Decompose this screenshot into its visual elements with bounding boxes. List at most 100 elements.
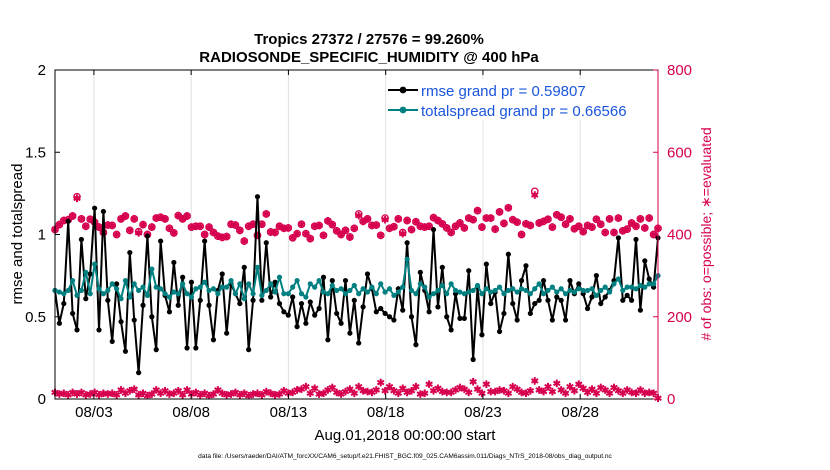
rmse-point <box>312 312 318 318</box>
spread-point <box>373 291 379 297</box>
spread-point <box>558 286 564 292</box>
spread-point <box>356 291 362 297</box>
spread-point <box>576 286 582 292</box>
obs-evaluated-marker <box>68 212 77 220</box>
rmse-point <box>576 281 582 287</box>
obs-evaluated-low-marker-stroke <box>610 384 618 391</box>
obs-evaluated-low-marker <box>407 386 416 395</box>
y-tick-label: 1 <box>38 227 46 244</box>
obs-evaluated-low-marker <box>566 382 574 391</box>
obs-evaluated-low-marker-stroke <box>557 387 565 393</box>
obs-evaluated-marker-stroke <box>456 220 464 226</box>
obs-evaluated-marker-stroke <box>231 222 240 228</box>
obs-evaluated-marker <box>148 223 156 231</box>
data-file-footer: data file: /Users/raeder/DAI/ATM_forcXX/… <box>198 453 612 460</box>
rmse-point <box>197 297 203 303</box>
obs-evaluated-low-marker <box>354 382 363 391</box>
obs-evaluated-low-marker-stroke <box>108 390 117 397</box>
rmse-point <box>206 302 212 308</box>
obs-evaluated-low-marker-stroke <box>266 390 275 397</box>
chart-subtitle: RADIOSONDE_SPECIFIC_HUMIDITY @ 400 hPa <box>199 49 539 66</box>
rmse-point <box>466 268 472 274</box>
rmse-point <box>246 347 252 353</box>
spread-point <box>426 294 432 300</box>
obs-evaluated-marker-stroke <box>284 225 293 231</box>
rmse-point <box>461 315 467 321</box>
obs-evaluated-low-marker-stroke <box>544 383 552 390</box>
rmse-point <box>347 330 353 336</box>
obs-evaluated-marker-stroke <box>381 216 389 223</box>
obs-evaluated-low-marker-stroke <box>394 390 403 397</box>
rmse-point <box>413 342 419 348</box>
spread-point <box>466 289 472 295</box>
spread-point <box>92 261 98 267</box>
rmse-point <box>92 205 98 211</box>
rmse-point <box>254 194 261 200</box>
obs-evaluated-marker-stroke <box>121 213 130 219</box>
obs-evaluated-marker <box>350 224 359 233</box>
rmse-point <box>633 236 639 243</box>
obs-evaluated-marker <box>196 222 205 231</box>
rmse-point <box>567 277 573 284</box>
legend-spread-label: totalspread grand pr = 0.66566 <box>421 103 627 120</box>
obs-evaluated-marker-stroke <box>249 221 257 227</box>
spread-point <box>501 291 507 297</box>
obs-evaluated-marker-stroke <box>447 229 455 236</box>
obs-evaluated-marker-stroke <box>495 209 504 215</box>
obs-evaluated-low-marker <box>469 377 477 386</box>
spread-point <box>281 291 287 297</box>
obs-evaluated-marker-stroke <box>526 222 535 229</box>
obs-evaluated-low-marker-stroke <box>306 390 315 397</box>
obs-evaluated-low-marker <box>174 386 183 395</box>
obs-evaluated-low-marker-stroke <box>209 391 218 397</box>
obs-evaluated-marker-stroke <box>354 212 363 219</box>
rmse-point <box>290 294 296 300</box>
spread-point <box>571 289 577 295</box>
obs-evaluated-marker <box>526 221 535 230</box>
obs-evaluated-marker-stroke <box>134 230 143 236</box>
spread-point <box>408 287 415 294</box>
obs-evaluated-marker-stroke <box>623 226 631 232</box>
obs-evaluated-low-marker-stroke <box>376 379 385 386</box>
obs-evaluated-low-marker <box>372 386 381 394</box>
rmse-point <box>144 233 151 239</box>
spread-point <box>202 279 208 285</box>
obs-evaluated-low-marker-stroke <box>464 389 473 396</box>
obs-evaluated-low-marker-stroke <box>473 386 482 392</box>
rmse-point <box>149 314 155 320</box>
spread-point <box>285 291 291 297</box>
spread-point <box>276 274 283 280</box>
spread-point <box>197 284 203 290</box>
spread-point <box>215 291 221 297</box>
obs-evaluated-marker <box>447 228 455 237</box>
obs-evaluated-low-marker-stroke <box>231 389 240 396</box>
rmse-point <box>637 307 643 313</box>
obs-evaluated-low-marker-stroke <box>148 391 156 397</box>
obs-evaluated-marker <box>601 228 609 237</box>
spread-point <box>188 294 195 300</box>
obs-evaluated-marker <box>231 221 240 229</box>
rmse-point <box>136 370 142 376</box>
spread-point <box>127 294 133 300</box>
obs-evaluated-marker <box>354 211 363 220</box>
spread-point <box>545 287 551 294</box>
spread-point <box>246 281 252 287</box>
obs-evaluated-low-marker-stroke <box>407 388 416 394</box>
spread-point <box>510 286 516 292</box>
x-tick-label: 08/28 <box>561 404 599 421</box>
rmse-point <box>307 299 313 305</box>
rmse-point <box>404 240 410 246</box>
obs-evaluated-marker <box>293 229 301 238</box>
obs-evaluated-marker <box>588 223 596 231</box>
rmse-point <box>127 249 133 256</box>
spread-point <box>338 286 344 292</box>
spread-point <box>334 287 340 294</box>
obs-evaluated-low-marker-stroke <box>130 386 139 392</box>
obs-evaluated-marker-stroke <box>130 216 139 222</box>
y2-tick-label: 600 <box>667 144 692 161</box>
obs-evaluated-marker-stroke <box>337 231 345 238</box>
rmse-point <box>444 314 450 320</box>
y2-tick-label: 800 <box>667 62 692 79</box>
obs-evaluated-low-marker <box>112 391 121 399</box>
